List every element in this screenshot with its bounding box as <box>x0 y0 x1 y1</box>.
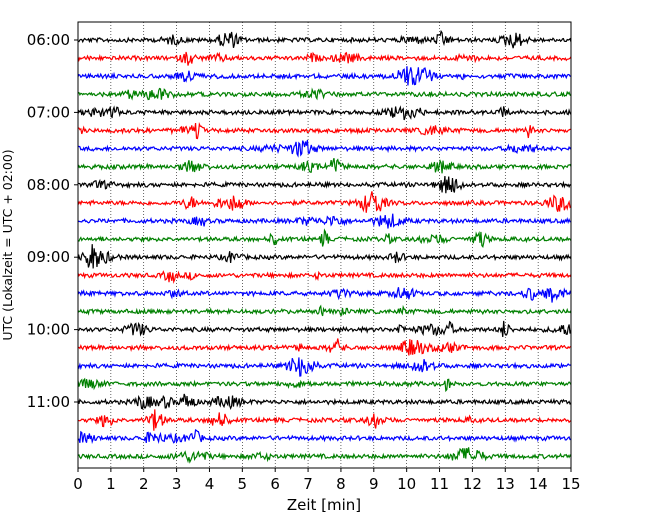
trace-7 <box>77 139 572 158</box>
trace-12 <box>77 228 572 248</box>
trace-13 <box>77 244 572 269</box>
trace-17 <box>77 320 572 338</box>
y-tick-label-06:00: 06:00 <box>27 31 70 49</box>
seismogram-traces <box>77 29 572 464</box>
x-tick-label-3: 3 <box>172 475 182 493</box>
x-axis-ticks: 0 1 2 3 4 5 6 7 8 9 10 11 12 13 14 15 <box>73 468 581 493</box>
x-tick-label-12: 12 <box>463 475 482 493</box>
x-tick-label-6: 6 <box>270 475 280 493</box>
y-tick-label-07:00: 07:00 <box>27 103 70 121</box>
x-tick-label-2: 2 <box>139 475 149 493</box>
x-tick-label-8: 8 <box>336 475 346 493</box>
x-tick-label-11: 11 <box>430 475 449 493</box>
trace-16 <box>77 304 572 317</box>
trace-8 <box>77 157 572 174</box>
x-tick-label-9: 9 <box>369 475 379 493</box>
trace-2 <box>77 51 572 66</box>
trace-15 <box>77 287 572 303</box>
trace-4 <box>77 87 572 101</box>
x-tick-label-13: 13 <box>496 475 515 493</box>
x-tick-label-1: 1 <box>106 475 116 493</box>
trace-19 <box>77 357 572 377</box>
plot-frame <box>77 21 572 469</box>
trace-21 <box>77 393 572 411</box>
trace-1 <box>77 29 572 49</box>
x-tick-label-0: 0 <box>73 475 83 493</box>
x-axis-label: Zeit [min] <box>287 496 361 514</box>
trace-11 <box>77 213 572 229</box>
y-tick-label-11:00: 11:00 <box>27 393 70 411</box>
x-tick-label-15: 15 <box>561 475 580 493</box>
y-tick-label-09:00: 09:00 <box>27 248 70 266</box>
x-tick-label-10: 10 <box>397 475 416 493</box>
y-tick-label-08:00: 08:00 <box>27 176 70 194</box>
x-tick-label-4: 4 <box>205 475 215 493</box>
trace-18 <box>77 338 572 356</box>
x-tick-label-5: 5 <box>238 475 248 493</box>
x-tick-label-7: 7 <box>303 475 313 493</box>
y-tick-label-10:00: 10:00 <box>27 321 70 339</box>
y-axis-ticks: 06:00 07:00 08:00 09:00 10:00 11:00 <box>27 31 78 411</box>
trace-14 <box>77 270 572 284</box>
trace-6 <box>77 121 572 140</box>
y-axis-label: UTC (Lokalzeit = UTC + 02:00) <box>0 149 15 340</box>
trace-3 <box>77 66 572 86</box>
trace-5 <box>77 105 572 121</box>
trace-23 <box>77 428 572 445</box>
trace-22 <box>77 409 572 431</box>
vertical-gridlines <box>110 22 539 468</box>
x-tick-label-14: 14 <box>529 475 548 493</box>
trace-9 <box>77 175 572 194</box>
trace-20 <box>77 377 572 393</box>
trace-10 <box>77 191 572 213</box>
trace-24 <box>77 447 572 464</box>
